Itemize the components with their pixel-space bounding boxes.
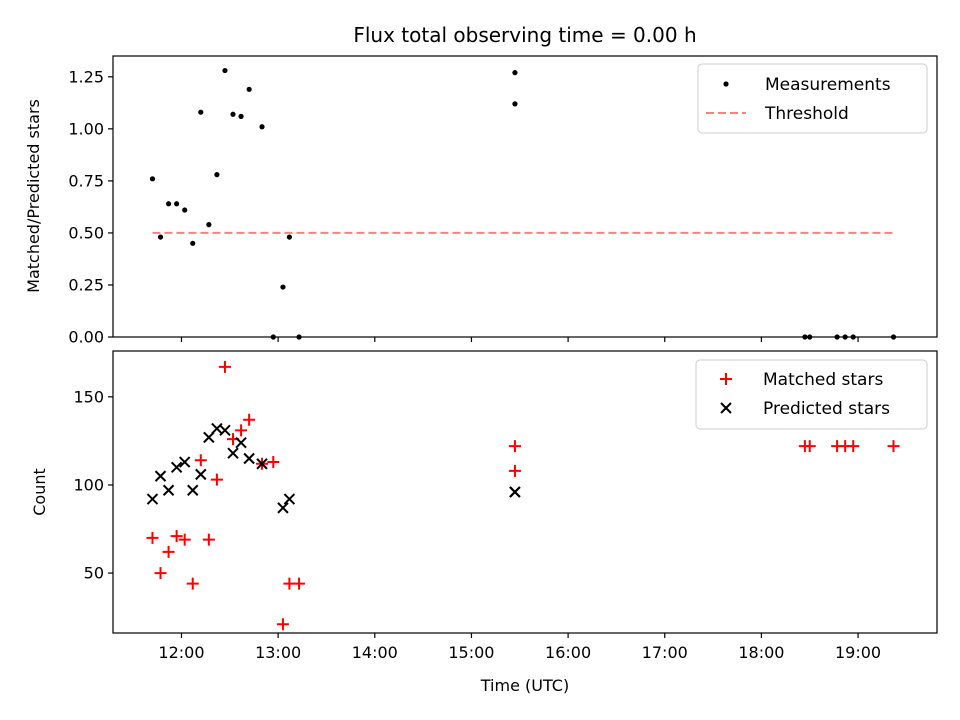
measurement-point [214, 172, 220, 178]
count-y-tick-label: 150 [73, 387, 104, 406]
matched-star-point [218, 360, 231, 373]
ratio-y-axis-label: Matched/Predicted stars [24, 99, 43, 293]
legend-measurements-label: Measurements [765, 75, 891, 95]
predicted-star-point [243, 452, 255, 465]
x-tick-label: 14:00 [352, 643, 398, 662]
predicted-star-point [509, 486, 521, 498]
x-tick-label: 13:00 [255, 643, 301, 662]
matched-star-point [194, 454, 207, 467]
measurement-point [157, 234, 164, 240]
legend-threshold-label: Threshold [764, 104, 849, 124]
predicted-star-point [162, 484, 175, 496]
matched-star-point [293, 577, 306, 590]
x-tick-label: 17:00 [642, 643, 688, 662]
measurement-point [512, 70, 518, 76]
count-y-axis-label: Count [30, 468, 49, 516]
measurement-point [198, 109, 204, 115]
ratio-y-tick-label: 0.25 [68, 275, 104, 294]
matched-star-point [276, 618, 289, 631]
count-legend: Matched stars Predicted stars [695, 359, 928, 430]
measurement-point [230, 111, 236, 117]
measurement-point [165, 201, 172, 207]
predicted-star-point [235, 436, 247, 449]
x-tick-label: 18:00 [738, 643, 784, 662]
matched-star-point [202, 533, 215, 546]
ratio-y-tick-label: 0.75 [68, 171, 104, 190]
ratio-y-tick-label: 0.00 [68, 328, 104, 347]
legend-predicted-marker [720, 402, 732, 414]
predicted-star-point [203, 431, 215, 444]
measurement-point [280, 284, 286, 290]
predicted-star-point [178, 456, 191, 468]
matched-star-point [847, 440, 860, 453]
predicted-star-point [283, 493, 296, 505]
predicted-star-point [154, 470, 167, 482]
count-legend-box [695, 359, 928, 430]
predicted-star-point [227, 447, 239, 459]
count-plot-frame [112, 350, 938, 634]
measurement-point [206, 222, 212, 228]
ratio-legend-box [697, 63, 928, 134]
measurement-point [512, 101, 518, 107]
legend-matched-label: Matched stars [763, 370, 883, 390]
matched-star-point [186, 577, 199, 590]
predicted-star-point [277, 502, 289, 514]
ratio-y-tick-label: 1.00 [68, 119, 104, 138]
count-y-tick-label: 50 [84, 564, 104, 583]
matched-star-point [235, 424, 248, 437]
chart-title: Flux total observing time = 0.00 h [353, 23, 696, 47]
predicted-star-point [256, 458, 268, 470]
count-y-tick-label: 100 [73, 475, 104, 494]
measurement-point [182, 207, 188, 213]
matched-star-point [887, 440, 900, 453]
ratio-y-tick-label: 0.50 [68, 223, 104, 242]
legend-matched-marker [720, 373, 732, 385]
measurement-point [238, 113, 244, 119]
measurement-point [190, 240, 196, 246]
matched-star-point [162, 545, 175, 558]
measurement-point [149, 176, 156, 182]
measurement-point [222, 67, 228, 74]
legend-predicted-label: Predicted stars [763, 399, 890, 419]
matched-star-point [146, 531, 159, 544]
measurement-point [259, 124, 265, 130]
measurement-point [286, 234, 292, 240]
matched-star-point [267, 456, 280, 469]
ratio-legend: Measurements Threshold [697, 63, 928, 134]
matched-star-point [508, 464, 521, 477]
measurement-point [246, 86, 252, 92]
matched-star-point [170, 530, 183, 543]
matched-star-point [154, 567, 167, 580]
matched-star-point [803, 440, 816, 453]
ratio-panel: 0.00 0.25 0.50 0.75 1.00 1.25 Matched/Predict… [24, 55, 938, 347]
measurement-point [174, 201, 180, 207]
x-axis-label: Time (UTC) [480, 676, 569, 695]
matched-star-point [508, 440, 521, 453]
legend-measurements-marker [723, 81, 729, 87]
predicted-star-point [146, 493, 159, 505]
predicted-star-point [187, 484, 199, 496]
predicted-star-point [219, 424, 231, 437]
matched-star-point [243, 413, 256, 426]
matched-star-point [210, 473, 223, 486]
x-tick-label: 19:00 [835, 643, 881, 662]
predicted-star-point [170, 461, 183, 474]
count-panel: 50 100 150 12:00 13:00 14:00 15:00 16:00 17:00 18… [30, 350, 938, 695]
matched-star-point [178, 533, 191, 546]
ratio-plot-frame [112, 55, 938, 338]
x-tick-label: 15:00 [448, 643, 494, 662]
x-tick-label: 12:00 [158, 643, 204, 662]
predicted-star-point [195, 468, 207, 481]
x-tick-label: 16:00 [545, 643, 591, 662]
ratio-y-tick-label: 1.25 [68, 67, 104, 86]
